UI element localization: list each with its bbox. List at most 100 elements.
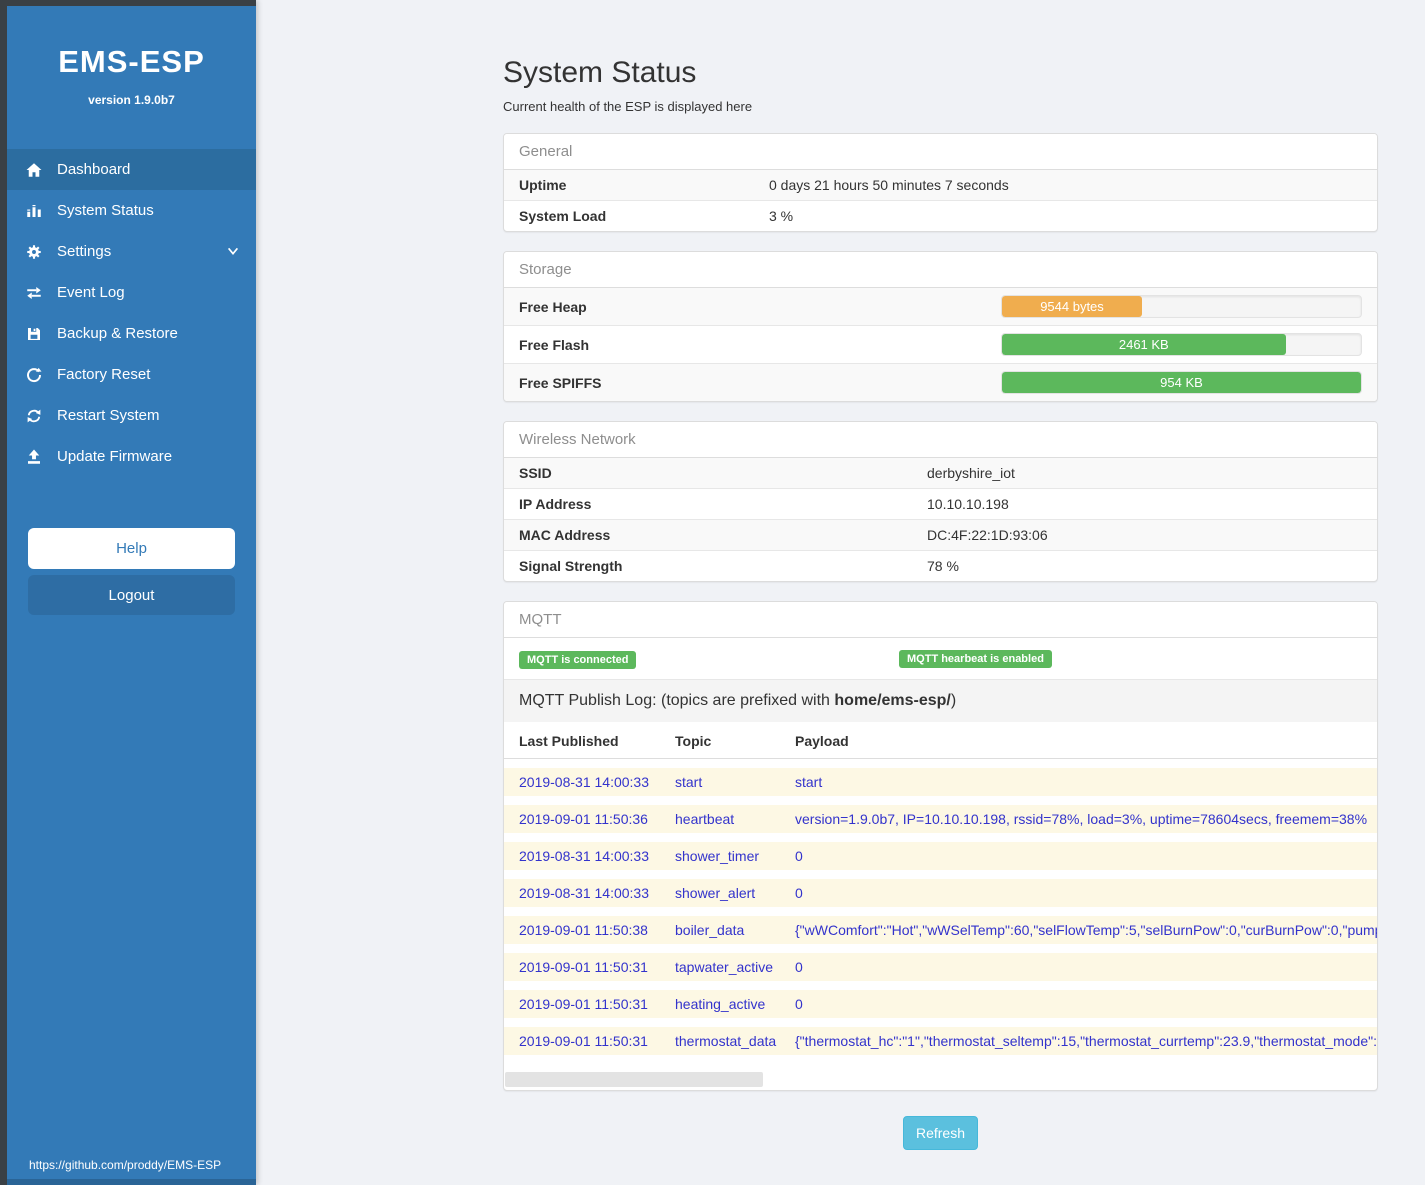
logout-button[interactable]: Logout xyxy=(28,575,235,615)
rotate-icon xyxy=(23,366,45,384)
col-payload: Payload xyxy=(787,728,1377,759)
ssid-value: derbyshire_iot xyxy=(912,458,1377,489)
uptime-value: 0 days 21 hours 50 minutes 7 seconds xyxy=(754,170,1377,201)
sidebar-item-label: Event Log xyxy=(57,284,125,301)
log-payload: 0 xyxy=(787,842,1377,870)
sidebar-item-label: Settings xyxy=(57,243,112,260)
log-payload: {"thermostat_hc":"1","thermostat_seltemp… xyxy=(787,1027,1377,1055)
free-spiffs-bar-cell: 954 KB xyxy=(986,363,1377,401)
log-row: 2019-09-01 11:50:31 thermostat_data {"th… xyxy=(504,1027,1377,1055)
ssid-label: SSID xyxy=(504,458,912,489)
free-spiffs-progress-fill: 954 KB xyxy=(1002,372,1361,393)
log-row: 2019-09-01 11:50:36 heartbeat version=1.… xyxy=(504,805,1377,833)
main-content: System Status Current health of the ESP … xyxy=(256,0,1425,1185)
scrollbar-thumb[interactable] xyxy=(505,1072,763,1087)
sidebar-item-factory-reset[interactable]: Factory Reset xyxy=(7,354,256,395)
sync-icon xyxy=(23,407,45,425)
ip-address-value: 10.10.10.198 xyxy=(912,488,1377,520)
sidebar-bottom-strip xyxy=(7,1179,256,1185)
log-payload: 0 xyxy=(787,879,1377,907)
panel-mqtt: MQTT MQTT is connected MQTT hearbeat is … xyxy=(503,601,1378,1091)
sidebar-item-system-status[interactable]: System Status xyxy=(7,190,256,231)
free-flash-progress-track: 2461 KB xyxy=(1001,333,1362,356)
panel-general-title: General xyxy=(504,134,1377,170)
panel-general: General Uptime 0 days 21 hours 50 minute… xyxy=(503,133,1378,232)
log-payload: start xyxy=(787,768,1377,796)
mqtt-log-table: Last Published Topic Payload 2019-08-31 … xyxy=(504,719,1377,1064)
log-time: 2019-09-01 11:50:36 xyxy=(504,805,667,833)
refresh-button[interactable]: Refresh xyxy=(902,1116,979,1150)
sidebar-item-label: Update Firmware xyxy=(57,448,173,465)
log-time: 2019-08-31 14:00:33 xyxy=(504,842,667,870)
publish-log-text: MQTT Publish Log: (topics are prefixed w… xyxy=(519,692,835,709)
table-row: SSID derbyshire_iot xyxy=(504,458,1377,489)
log-payload: version=1.9.0b7, IP=10.10.10.198, rssid=… xyxy=(787,805,1377,833)
swap-arrows-icon xyxy=(23,284,45,302)
app-version: version 1.9.0b7 xyxy=(88,93,175,107)
sidebar-item-backup-restore[interactable]: Backup & Restore xyxy=(7,313,256,354)
storage-table: Free Heap 9544 bytes Free Flash 2461 KB xyxy=(504,288,1377,401)
log-time: 2019-08-31 14:00:33 xyxy=(504,879,667,907)
chevron-down-icon xyxy=(226,244,240,262)
sidebar-item-dashboard[interactable]: Dashboard xyxy=(7,149,256,190)
log-topic: heating_active xyxy=(667,990,787,1018)
log-row: 2019-09-01 11:50:31 tapwater_active 0 xyxy=(504,953,1377,981)
free-heap-label: Free Heap xyxy=(504,288,986,326)
free-heap-bar-cell: 9544 bytes xyxy=(986,288,1377,326)
log-topic: start xyxy=(667,768,787,796)
log-row: 2019-08-31 14:00:33 start start xyxy=(504,768,1377,796)
log-time: 2019-09-01 11:50:38 xyxy=(504,916,667,944)
github-link[interactable]: https://github.com/proddy/EMS-ESP xyxy=(29,1158,222,1172)
log-row: 2019-08-31 14:00:33 shower_timer 0 xyxy=(504,842,1377,870)
col-last-published: Last Published xyxy=(504,728,667,759)
sidebar-item-label: Dashboard xyxy=(57,161,131,178)
table-row: Uptime 0 days 21 hours 50 minutes 7 seco… xyxy=(504,170,1377,201)
table-row: Free Heap 9544 bytes xyxy=(504,288,1377,326)
log-payload: 0 xyxy=(787,990,1377,1018)
app-title: EMS-ESP xyxy=(58,44,205,79)
sidebar-item-label: System Status xyxy=(57,202,154,219)
log-time: 2019-09-01 11:50:31 xyxy=(504,953,667,981)
log-time: 2019-09-01 11:50:31 xyxy=(504,1027,667,1055)
free-spiffs-progress-track: 954 KB xyxy=(1001,371,1362,394)
sidebar-item-settings[interactable]: Settings xyxy=(7,231,256,272)
signal-strength-value: 78 % xyxy=(912,550,1377,581)
table-row: MAC Address DC:4F:22:1D:93:06 xyxy=(504,519,1377,551)
table-row: Free Flash 2461 KB xyxy=(504,325,1377,364)
sidebar-item-label: Factory Reset xyxy=(57,366,151,383)
panel-storage: Storage Free Heap 9544 bytes Free Flash xyxy=(503,251,1378,402)
free-flash-progress-fill: 2461 KB xyxy=(1002,334,1286,355)
sidebar-item-label: Restart System xyxy=(57,407,160,424)
table-row: Signal Strength 78 % xyxy=(504,550,1377,581)
uptime-label: Uptime xyxy=(504,170,754,201)
log-payload: 0 xyxy=(787,953,1377,981)
sidebar-item-label: Backup & Restore xyxy=(57,325,178,342)
mqtt-publish-log-heading: MQTT Publish Log: (topics are prefixed w… xyxy=(504,679,1377,722)
gear-icon xyxy=(23,243,45,261)
help-button[interactable]: Help xyxy=(28,528,235,569)
horizontal-scrollbar[interactable] xyxy=(504,1072,1377,1087)
sidebar-item-event-log[interactable]: Event Log xyxy=(7,272,256,313)
log-row: 2019-09-01 11:50:31 heating_active 0 xyxy=(504,990,1377,1018)
free-flash-bar-cell: 2461 KB xyxy=(986,325,1377,364)
sidebar-item-update-firmware[interactable]: Update Firmware xyxy=(7,436,256,477)
log-payload: {"wWComfort":"Hot","wWSelTemp":60,"selFl… xyxy=(787,916,1377,944)
sidebar-item-restart-system[interactable]: Restart System xyxy=(7,395,256,436)
floppy-icon xyxy=(23,325,45,343)
log-topic: heartbeat xyxy=(667,805,787,833)
log-row: 2019-09-01 11:50:38 boiler_data {"wWComf… xyxy=(504,916,1377,944)
log-row: 2019-08-31 14:00:33 shower_alert 0 xyxy=(504,879,1377,907)
log-topic: tapwater_active xyxy=(667,953,787,981)
panel-storage-title: Storage xyxy=(504,252,1377,288)
panel-mqtt-title: MQTT xyxy=(504,602,1377,638)
log-topic: shower_timer xyxy=(667,842,787,870)
page-subtitle: Current health of the ESP is displayed h… xyxy=(503,99,753,114)
mqtt-connected-badge: MQTT is connected xyxy=(519,651,637,669)
free-heap-progress-fill: 9544 bytes xyxy=(1002,296,1142,317)
system-status-icon xyxy=(23,202,45,220)
table-row: IP Address 10.10.10.198 xyxy=(504,488,1377,520)
log-header-row: Last Published Topic Payload xyxy=(504,728,1377,759)
ip-address-label: IP Address xyxy=(504,488,912,520)
log-topic: boiler_data xyxy=(667,916,787,944)
